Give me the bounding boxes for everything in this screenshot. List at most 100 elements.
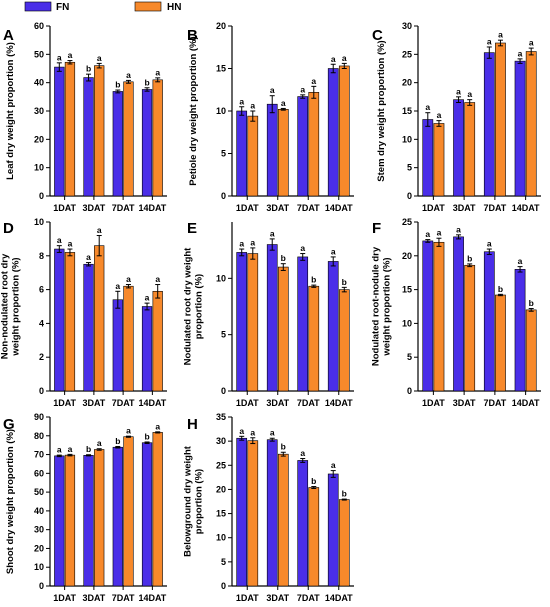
y-tick-label: 30	[34, 525, 44, 535]
bar-fn-1dat	[54, 66, 65, 197]
legend-label-hn: HN	[167, 2, 181, 13]
x-tick-label: 3DAT	[453, 203, 476, 213]
significance-letter: a	[331, 460, 336, 470]
y-tick-label: 40	[34, 78, 44, 88]
bar-fn-3dat	[83, 263, 94, 392]
significance-letter: a	[487, 239, 492, 249]
y-axis-label: Nodulated root-nodule dryweight proporti…	[371, 246, 393, 366]
y-tick-label: 0	[407, 191, 412, 201]
significance-letter: a	[239, 96, 244, 106]
y-tick-label: 5	[221, 149, 226, 159]
x-tick-label: 7DAT	[112, 593, 135, 603]
significance-letter: a	[115, 281, 120, 291]
x-tick-label: 14DAT	[138, 593, 166, 603]
bar-hn-14dat	[338, 289, 350, 392]
significance-letter: a	[155, 274, 160, 284]
bar-fn-3dat	[453, 99, 464, 197]
bar-hn-3dat	[277, 109, 289, 197]
x-tick-label: 3DAT	[82, 203, 105, 213]
significance-letter: a	[300, 448, 305, 458]
bar-hn-1dat	[433, 123, 445, 197]
bar-hn-3dat	[464, 102, 476, 197]
y-tick-label: 10	[216, 533, 226, 543]
bar-fn-3dat	[266, 244, 278, 392]
y-tick-label: 25	[402, 49, 412, 59]
x-tick-label: 14DAT	[138, 203, 166, 213]
y-tick-label: 0	[221, 581, 226, 591]
significance-letter: a	[68, 50, 73, 60]
significance-letter: a	[126, 70, 131, 80]
significance-letter: a	[86, 252, 91, 262]
panel-letter: E	[187, 220, 197, 237]
bar-hn-1dat	[64, 61, 76, 197]
bar-fn-14dat	[327, 473, 339, 587]
significance-letter: a	[498, 30, 503, 40]
bar-fn-3dat	[266, 103, 278, 197]
panel-letter: D	[3, 220, 14, 237]
significance-letter: b	[86, 444, 91, 454]
y-tick-label: 60	[34, 468, 44, 478]
x-tick-label: 3DAT	[453, 398, 476, 408]
y-tick-label: 20	[216, 21, 226, 31]
x-tick-label: 1DAT	[236, 203, 259, 213]
panel-e: E 0 5 10 Nodulated root dry weightproportion…	[183, 220, 354, 408]
significance-letter: a	[518, 48, 523, 58]
x-tick-label: 3DAT	[266, 203, 289, 213]
x-tick-label: 1DAT	[53, 398, 76, 408]
significance-letter: a	[126, 426, 131, 436]
y-axis-label: Belowground dry weightproportion (%)	[183, 445, 205, 557]
significance-letter: b	[86, 64, 91, 74]
bar-hn-1dat	[247, 440, 259, 587]
x-tick-label: 1DAT	[53, 203, 76, 213]
significance-letter: a	[68, 444, 73, 454]
y-tick-label: 50	[34, 487, 44, 497]
bar-hn-1dat	[64, 454, 76, 587]
bar-fn-7dat	[483, 251, 495, 392]
y-axis-label: Leaf dry weight proportion (%)	[5, 42, 16, 180]
x-tick-label: 1DAT	[53, 593, 76, 603]
bar-hn-1dat	[64, 252, 76, 392]
y-tick-label: 25	[216, 460, 226, 470]
bar-fn-1dat	[54, 248, 65, 392]
panel-c: C 0 5 10 15 20 25 30 Stem dry weight proportion …	[372, 21, 541, 213]
x-tick-label: 7DAT	[483, 203, 506, 213]
y-tick-label: 20	[34, 134, 44, 144]
y-tick-label: 20	[402, 78, 412, 88]
bar-fn-14dat	[141, 89, 153, 197]
bar-fn-1dat	[236, 437, 248, 587]
bar-hn-14dat	[338, 65, 350, 197]
bar-fn-14dat	[141, 442, 153, 587]
y-tick-label: 70	[34, 450, 44, 460]
bar-hn-3dat	[94, 245, 105, 392]
x-tick-label: 14DAT	[325, 398, 353, 408]
x-tick-label: 14DAT	[138, 398, 166, 408]
y-axis-label: Nodulated root dry weightproportion (%)	[183, 247, 205, 366]
significance-letter: a	[270, 428, 275, 438]
y-tick-label: 8	[39, 251, 44, 261]
x-tick-label: 1DAT	[422, 203, 445, 213]
x-tick-label: 7DAT	[112, 398, 135, 408]
significance-letter: a	[126, 274, 131, 284]
significance-letter: a	[467, 89, 472, 99]
bar-hn-1dat	[247, 115, 259, 197]
significance-letter: a	[331, 246, 336, 256]
significance-letter: a	[311, 76, 316, 86]
panel-a: A 0 10 20 30 40 50 60 Leaf dry weight proportion…	[3, 21, 167, 213]
significance-letter: a	[270, 228, 275, 238]
significance-letter: a	[250, 237, 255, 247]
y-axis-label: Petiole dry weight proportion (%)	[188, 36, 199, 185]
significance-letter: a	[300, 243, 305, 253]
y-tick-label: 30	[402, 21, 412, 31]
significance-letter: b	[281, 253, 286, 263]
significance-letter: a	[518, 256, 523, 266]
significance-letter: b	[115, 436, 120, 446]
y-tick-label: 50	[34, 49, 44, 59]
significance-letter: a	[68, 239, 73, 249]
x-tick-label: 7DAT	[297, 203, 320, 213]
significance-letter: a	[145, 293, 150, 303]
x-tick-label: 14DAT	[512, 398, 540, 408]
y-tick-label: 5	[407, 352, 412, 362]
y-tick-label: 30	[34, 106, 44, 116]
significance-letter: a	[270, 85, 275, 95]
panel-letter: H	[187, 416, 198, 433]
